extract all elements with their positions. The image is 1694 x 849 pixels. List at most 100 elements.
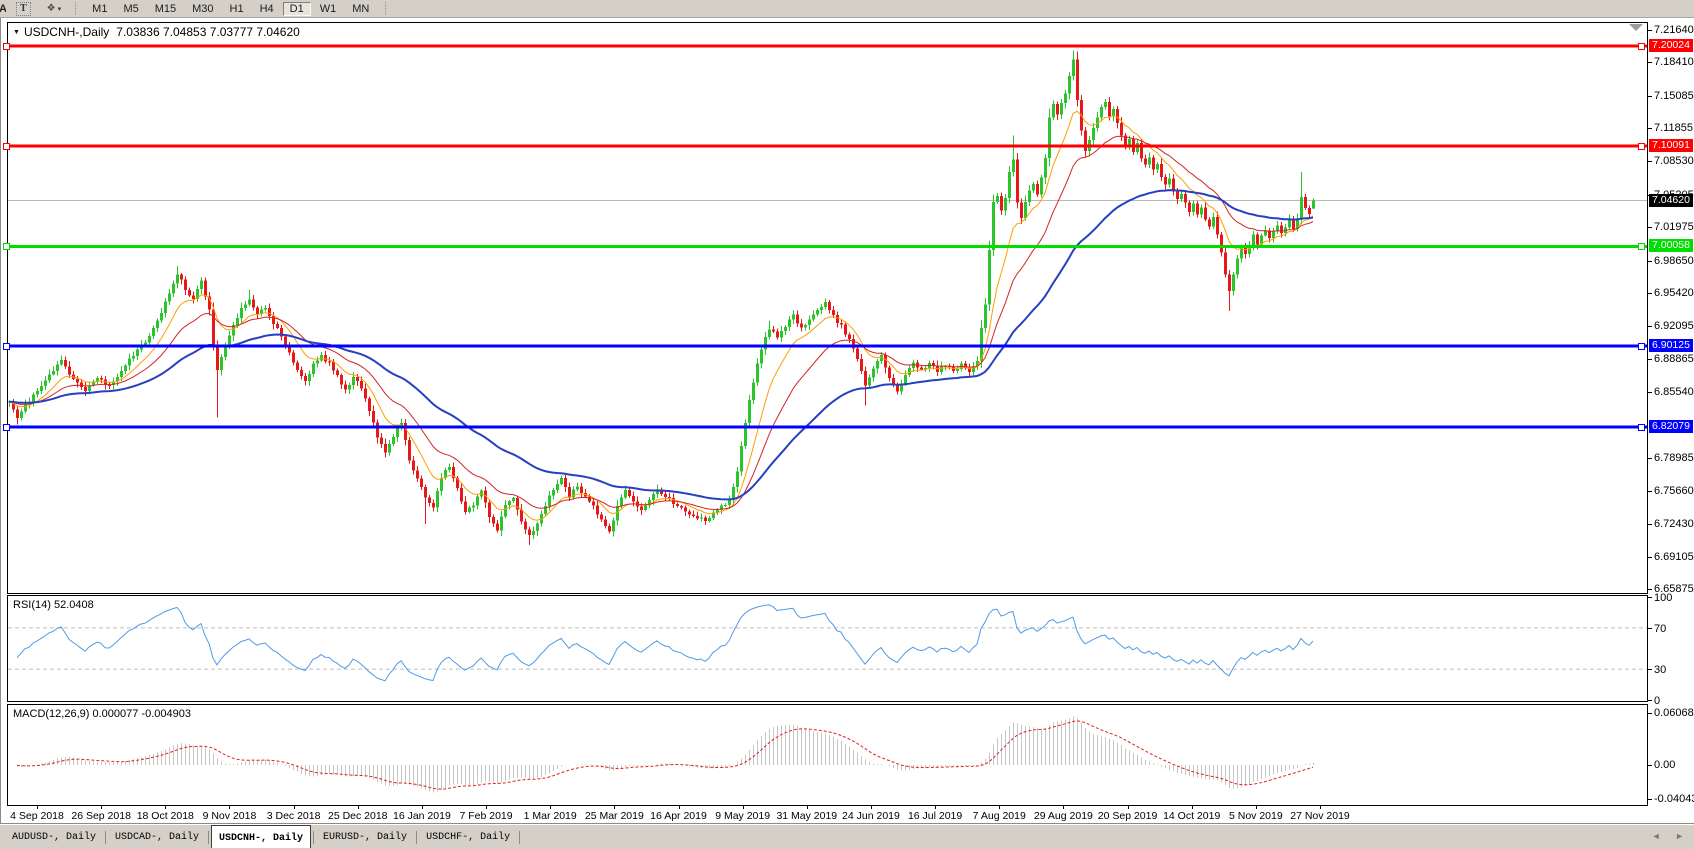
price-axis-label: 6.92095 [1654, 320, 1694, 333]
price-axis-tick [1648, 326, 1652, 328]
date-axis-tick [742, 806, 744, 809]
price-axis-label: 7.15085 [1654, 89, 1694, 102]
date-axis-label: 16 Jan 2019 [392, 810, 451, 822]
hline-left-handle[interactable] [3, 423, 10, 431]
date-axis-label: 24 Jun 2019 [842, 810, 900, 822]
date-axis-tick [1127, 806, 1129, 809]
hline-right-handle[interactable] [1638, 142, 1645, 150]
hline-right-handle[interactable] [1638, 423, 1645, 431]
date-axis-tick [37, 806, 38, 809]
current-price-badge: 7.04620 [1649, 193, 1693, 207]
date-axis-tick [678, 806, 680, 809]
shapes-icon: ❖ [46, 3, 56, 14]
hline-left-handle[interactable] [3, 43, 10, 51]
date-axis-tick [870, 806, 872, 809]
hline-objects[interactable] [7, 44, 1648, 429]
tab-scroll-right-icon[interactable]: ► [1675, 831, 1684, 841]
tab-separator [208, 831, 210, 844]
date-axis-tick [999, 806, 1001, 809]
price-axis-tick [1648, 556, 1652, 558]
chart-tab-usdcnh[interactable]: USDCNH-, Daily [211, 825, 312, 848]
timeframe-button-MN[interactable]: MN [352, 2, 370, 15]
hline-right-handle[interactable] [1638, 243, 1645, 251]
price-axis-tick [1648, 161, 1652, 163]
tab-scroll-left-icon[interactable]: ◄ [1651, 831, 1661, 841]
rsi-label: RSI(14) 52.0408 [13, 599, 94, 611]
price-axis-tick [1648, 491, 1652, 493]
price-axis-label: 6.69105 [1654, 550, 1694, 563]
chart-tab-eurusd[interactable]: EURUSD-, Daily [323, 832, 408, 843]
date-axis-label: 14 Oct 2019 [1163, 810, 1221, 822]
clipped-toolbar-icon[interactable]: A [0, 2, 6, 15]
chart-tab-usdchf[interactable]: USDCHF-, Daily [426, 832, 511, 843]
tab-separator [519, 831, 521, 844]
hline-right-handle[interactable] [1638, 43, 1645, 51]
dropdown-caret-icon: ▾ [57, 5, 62, 13]
timeframe-button-H4[interactable]: H4 [259, 2, 274, 15]
rsi-axis-label: 100 [1654, 592, 1673, 604]
tab-separator [416, 831, 418, 844]
timeframe-button-W1[interactable]: W1 [319, 2, 337, 15]
date-axis-label: 18 Oct 2018 [136, 810, 194, 822]
macd-panel-border [7, 704, 1648, 806]
rsi-indicator-panel[interactable] [7, 595, 1648, 702]
date-axis-label: 3 Dec 2018 [266, 810, 321, 822]
text-label-tool-button[interactable]: T [16, 1, 31, 16]
price-axis-tick [1648, 292, 1652, 294]
toolbar-separator [75, 2, 77, 15]
price-axis-tick [1648, 30, 1652, 31]
date-axis-label: 27 Nov 2019 [1290, 810, 1350, 822]
date-axis-label: 4 Sep 2018 [10, 810, 64, 822]
macd-axis-tick [1648, 765, 1652, 766]
timeframe-button-M5[interactable]: M5 [123, 2, 139, 15]
macd-axis-label: -0.040432 [1654, 793, 1694, 806]
hline-left-handle[interactable] [3, 343, 10, 351]
macd-indicator-panel[interactable] [7, 704, 1648, 806]
toolbar: A T ❖ ▾ M1 M5 M15 M30 H1 H4 D1 W1 MN [0, 0, 1694, 18]
date-axis-tick [165, 806, 167, 809]
price-axis-label: 6.98650 [1654, 254, 1694, 267]
hline-right-handle[interactable] [1638, 343, 1645, 351]
date-axis-label: 7 Aug 2019 [972, 810, 1026, 822]
timeframe-button-M30[interactable]: M30 [192, 2, 214, 15]
price-axis-tick [1648, 227, 1652, 229]
chart-tab-bar: AUDUSD-, Daily USDCAD-, Daily USDCNH-, Dai… [0, 823, 1694, 849]
timeframe-button-D1[interactable]: D1 [282, 1, 311, 16]
macd-axis-tick [1648, 713, 1652, 715]
candles-layer [8, 50, 1315, 545]
price-level-badge: 6.90125 [1649, 339, 1693, 353]
chart-shift-marker-icon[interactable] [1629, 24, 1643, 31]
rsi-axis-tick [1648, 700, 1652, 701]
date-axis-label: 9 May 2019 [715, 810, 771, 822]
price-axis-label: 7.08530 [1654, 155, 1694, 168]
shapes-tool-button[interactable]: ❖ ▾ [41, 2, 67, 15]
date-axis-tick [806, 806, 808, 809]
date-axis-tick [229, 806, 231, 809]
date-axis-label: 26 Sep 2018 [71, 810, 131, 822]
macd-histogram [17, 716, 1314, 793]
tab-separator [313, 831, 315, 844]
price-level-badge: 6.82079 [1649, 419, 1693, 433]
price-axis-tick [1648, 392, 1652, 394]
window-left-edge [0, 17, 1, 823]
timeframe-button-M1[interactable]: M1 [92, 2, 108, 15]
main-price-chart[interactable] [7, 22, 1648, 594]
chart-tabs: AUDUSD-, Daily USDCAD-, Daily USDCNH-, Dai… [5, 825, 522, 848]
price-axis-tick [1648, 260, 1652, 262]
chart-tab-audusd[interactable]: AUDUSD-, Daily [12, 832, 97, 843]
date-axis-tick [1063, 806, 1065, 809]
chart-tab-usdcad[interactable]: USDCAD-, Daily [115, 832, 200, 843]
hline-left-handle[interactable] [3, 142, 10, 150]
collapse-triangle-icon[interactable]: ▼ [13, 29, 20, 36]
tab-separator [105, 831, 107, 844]
timeframe-button-H1[interactable]: H1 [229, 2, 244, 15]
rsi-axis-tick [1648, 669, 1652, 671]
price-axis-tick [1648, 457, 1652, 459]
date-axis-tick [101, 806, 103, 809]
hline-left-handle[interactable] [3, 243, 10, 251]
date-axis-label: 1 Mar 2019 [523, 810, 577, 822]
timeframe-button-M15[interactable]: M15 [154, 2, 177, 15]
ma-medium-line [8, 135, 1314, 511]
date-axis-label: 31 May 2019 [776, 810, 838, 822]
